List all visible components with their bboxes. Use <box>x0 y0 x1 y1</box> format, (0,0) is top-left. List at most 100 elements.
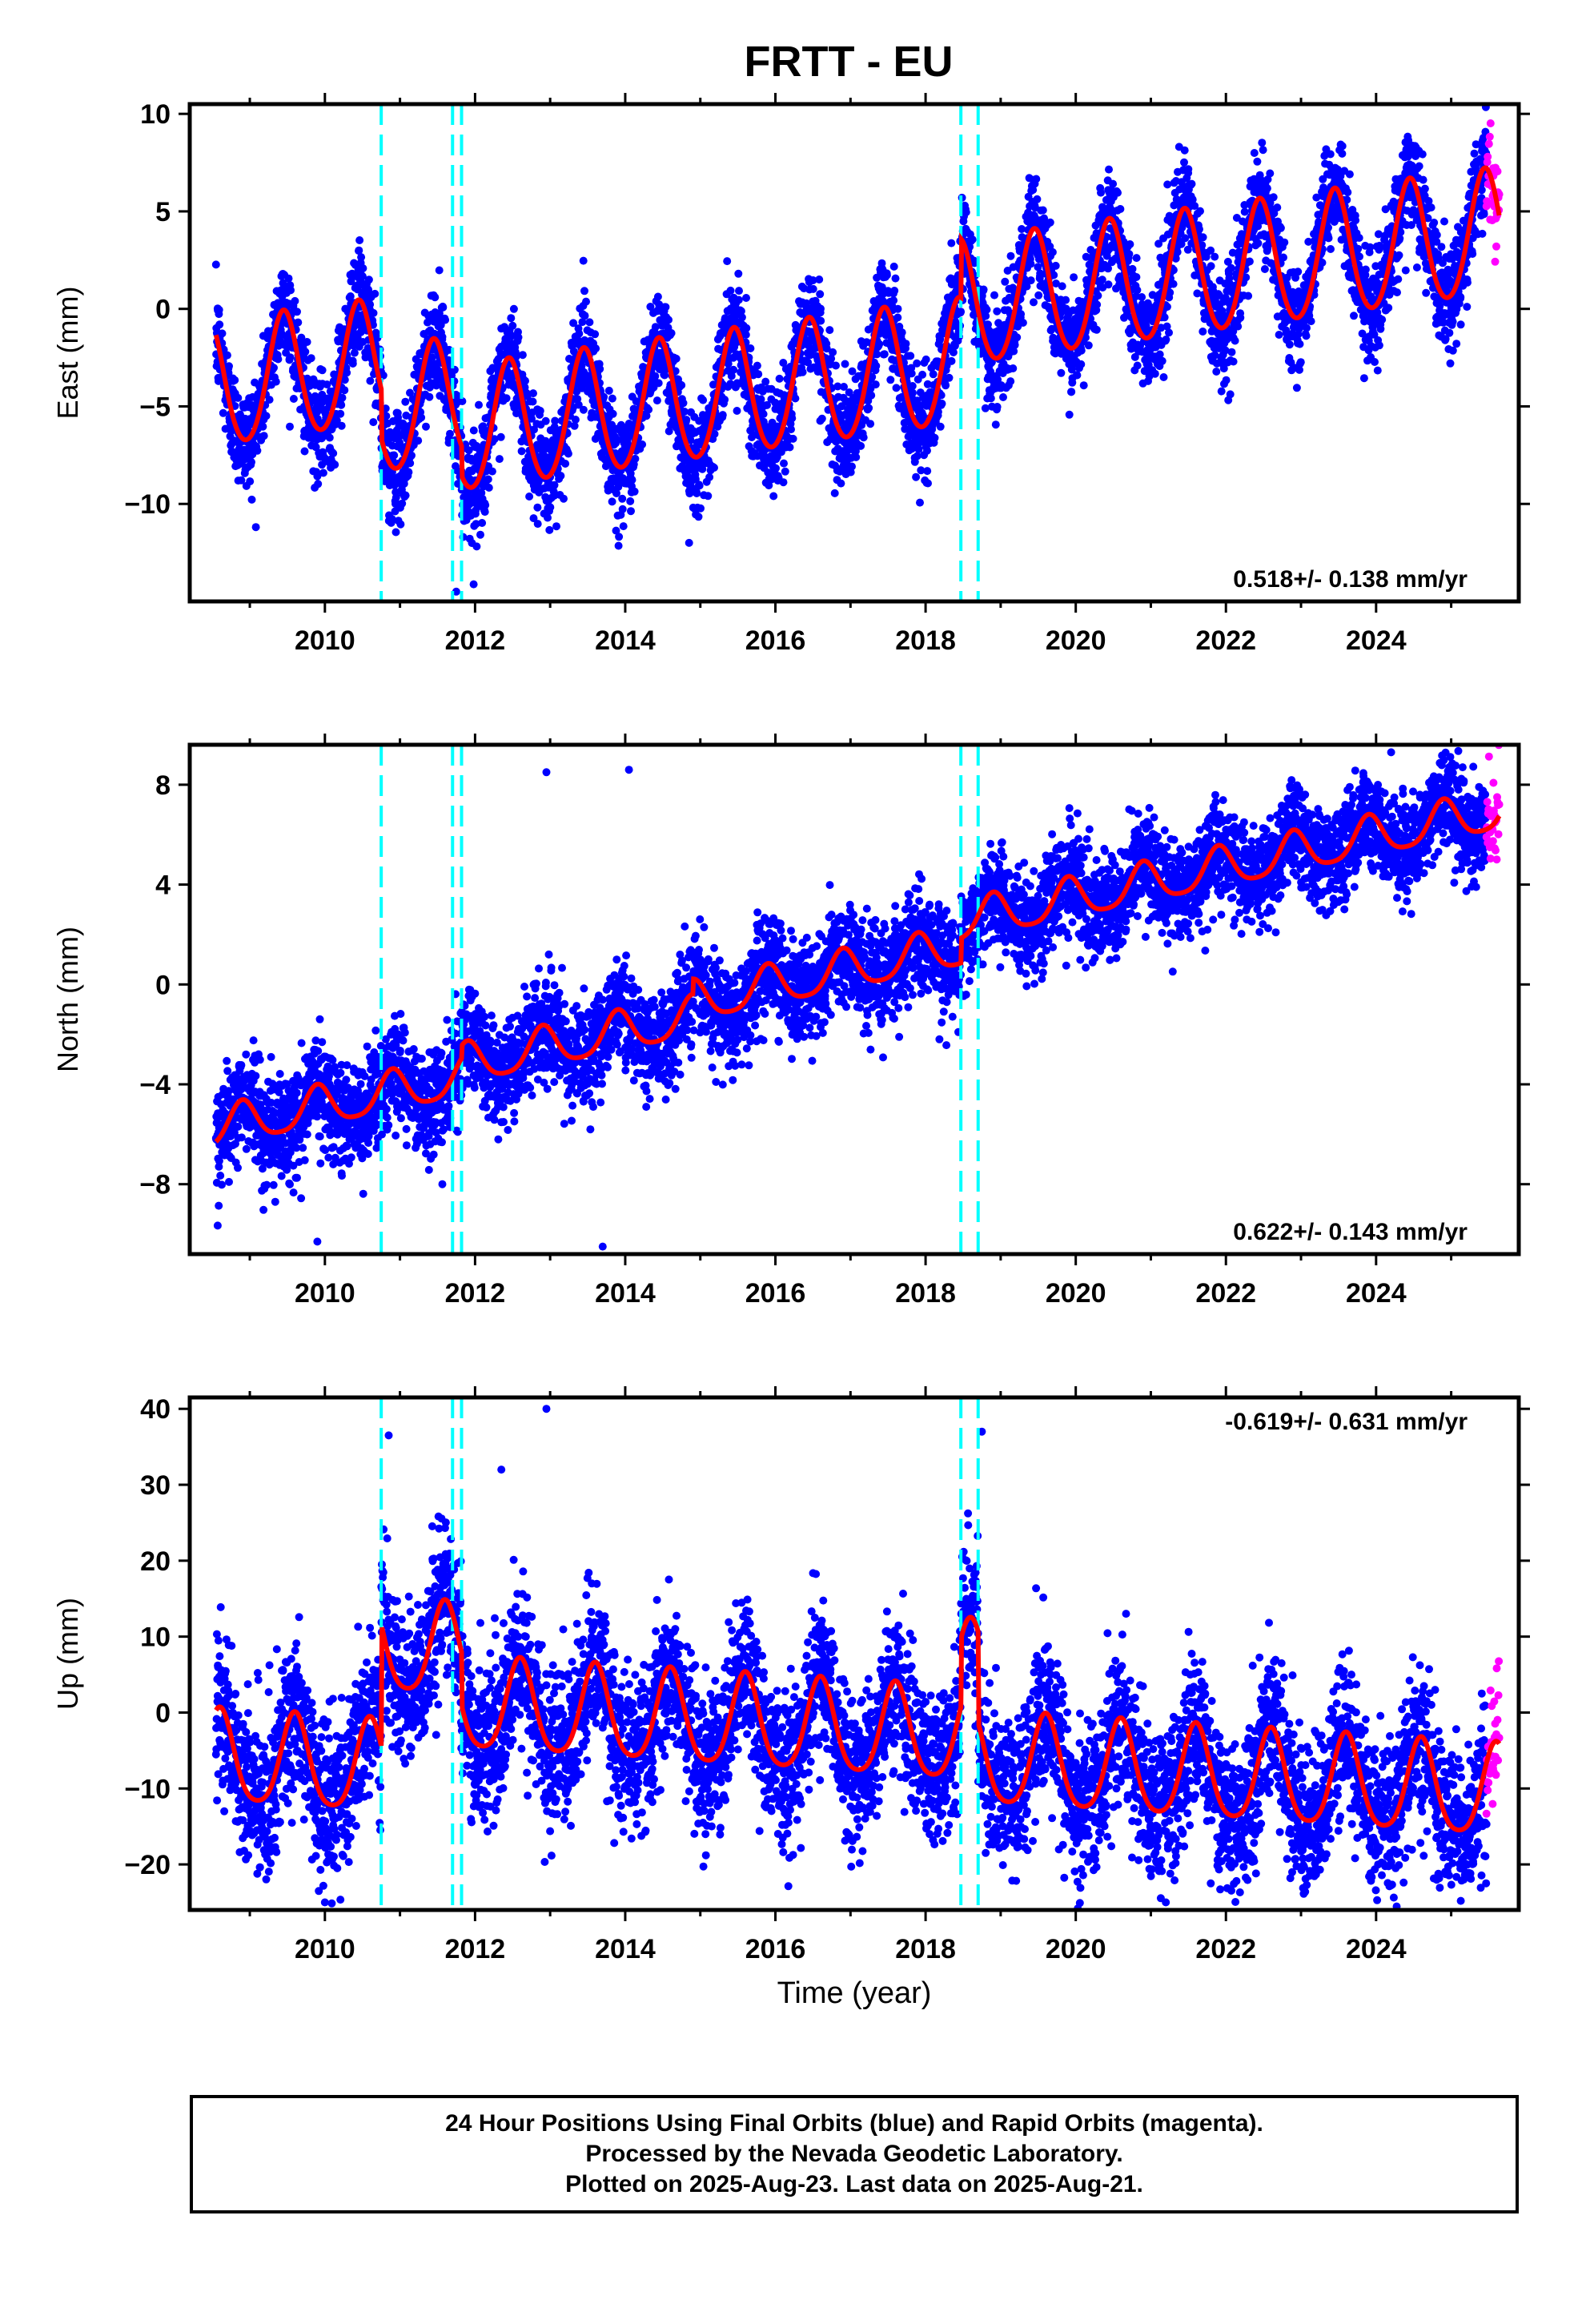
final-point <box>458 397 467 405</box>
final-point <box>654 379 663 388</box>
final-point <box>1077 360 1086 368</box>
final-point <box>401 491 410 500</box>
final-point <box>1163 180 1172 189</box>
final-point <box>480 508 489 517</box>
final-point <box>441 316 450 324</box>
final-point <box>1109 179 1118 188</box>
final-point <box>873 350 881 359</box>
final-point <box>223 351 231 360</box>
final-point <box>585 318 594 327</box>
final-point <box>552 522 560 531</box>
final-point <box>788 414 797 423</box>
final-point <box>364 275 373 284</box>
final-point <box>329 449 338 457</box>
final-point <box>438 332 447 341</box>
final-point <box>742 294 750 302</box>
final-point <box>211 260 220 269</box>
final-point <box>596 364 604 373</box>
final-point <box>472 520 480 529</box>
final-point <box>215 305 223 314</box>
final-point <box>1114 188 1122 197</box>
final-point <box>780 459 788 468</box>
final-point <box>508 321 517 330</box>
final-point <box>224 368 233 377</box>
final-point <box>1018 319 1027 327</box>
final-point <box>699 396 708 404</box>
final-point <box>1032 175 1041 183</box>
final-point <box>1222 376 1231 384</box>
final-point <box>502 394 511 403</box>
final-point <box>1133 361 1142 370</box>
final-point <box>274 355 283 364</box>
final-point <box>626 497 635 505</box>
final-point <box>551 416 560 425</box>
final-point <box>408 451 416 460</box>
final-point <box>544 513 552 522</box>
final-point <box>300 447 309 456</box>
final-point <box>472 542 481 551</box>
final-point <box>546 503 555 512</box>
final-point <box>422 422 430 431</box>
final-point <box>406 459 415 468</box>
final-point <box>906 352 915 360</box>
final-point <box>880 350 889 359</box>
final-point <box>533 503 542 512</box>
final-point <box>323 380 331 389</box>
final-point <box>431 293 440 302</box>
final-point <box>1092 325 1101 334</box>
final-point <box>1010 340 1019 349</box>
final-point <box>694 513 703 521</box>
final-point <box>291 296 299 305</box>
final-point <box>695 481 704 490</box>
final-point <box>318 366 327 375</box>
final-point <box>218 329 227 338</box>
final-point <box>582 297 590 306</box>
final-point <box>705 472 714 481</box>
final-point <box>924 479 932 488</box>
final-point <box>580 312 589 320</box>
final-point <box>1026 259 1035 268</box>
final-point <box>726 286 735 295</box>
final-point <box>1093 300 1102 309</box>
final-point <box>340 386 349 395</box>
final-point <box>991 420 1000 429</box>
final-point <box>734 296 743 304</box>
final-point <box>404 468 413 476</box>
final-point <box>464 446 473 455</box>
final-point <box>737 313 746 322</box>
final-point <box>391 528 400 537</box>
final-point <box>575 329 584 338</box>
final-point <box>829 348 837 356</box>
final-point <box>733 407 741 415</box>
final-point <box>889 262 898 271</box>
final-point <box>652 396 661 405</box>
final-point <box>942 381 950 390</box>
final-point <box>414 436 423 445</box>
final-point <box>398 499 407 508</box>
final-point <box>286 353 295 362</box>
final-point <box>1001 277 1010 286</box>
final-point <box>529 389 537 398</box>
final-point <box>679 399 688 408</box>
final-point <box>1159 373 1168 381</box>
final-point <box>348 360 357 368</box>
final-point <box>369 308 378 317</box>
final-point <box>469 426 478 435</box>
final-point <box>355 246 363 255</box>
final-point <box>390 451 399 460</box>
final-point <box>630 487 639 496</box>
final-point <box>638 440 647 448</box>
final-point <box>417 413 426 422</box>
final-point <box>391 493 400 502</box>
final-point <box>319 468 327 477</box>
final-point <box>723 257 732 266</box>
final-point <box>871 380 880 389</box>
final-point <box>271 377 280 386</box>
final-point <box>318 460 327 469</box>
final-point <box>446 429 454 438</box>
final-point <box>484 475 492 484</box>
final-point <box>387 515 396 523</box>
final-point <box>746 344 755 352</box>
final-point <box>270 364 278 372</box>
final-point <box>231 376 239 384</box>
